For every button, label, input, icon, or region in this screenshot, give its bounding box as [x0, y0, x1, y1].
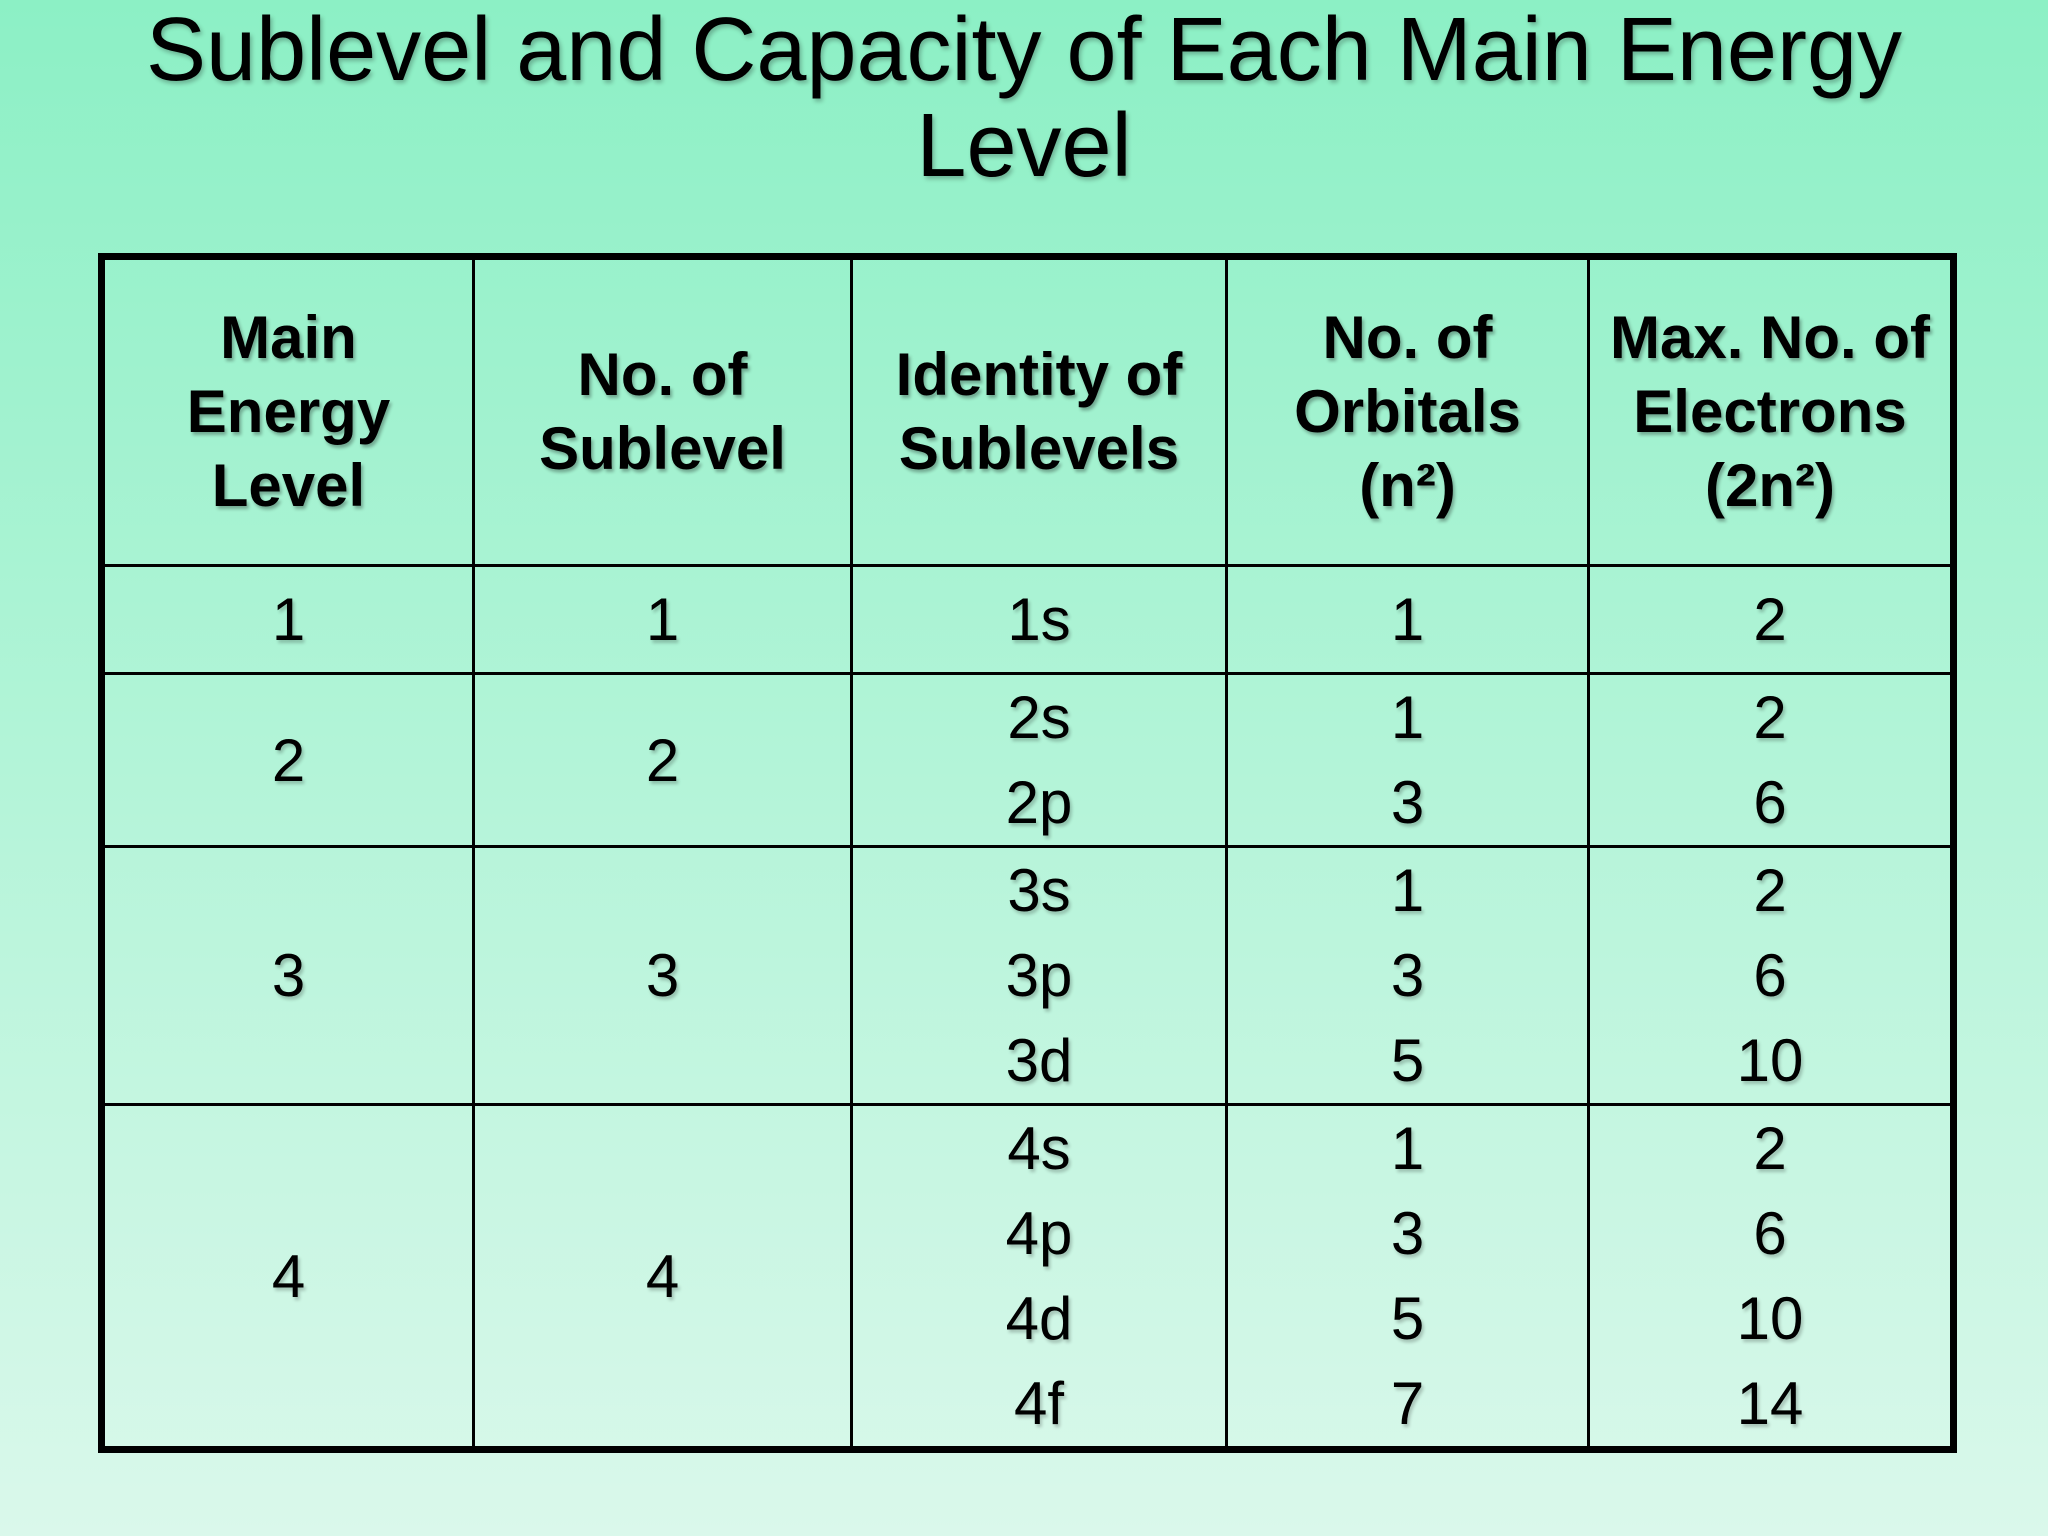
- header-identity-of-sublevels: Identity of Sublevels: [850, 255, 1228, 567]
- cell-r1-identity-of-sublevels: 1s: [850, 564, 1228, 675]
- cell-r2-identity-of-sublevels: 2s 2p: [850, 672, 1228, 848]
- table-row-level-3: 3 3 3s 3p 3d 1 3 5 2 6 10: [100, 845, 1955, 1106]
- energy-levels-table: Main Energy Level No. of Sublevel Identi…: [98, 253, 1957, 1453]
- cell-r2-no-of-sublevel: 2: [472, 672, 853, 848]
- cell-r1-max-no-of-electrons: 2: [1587, 564, 1955, 675]
- table-row-level-1: 1 1 1s 1 2: [100, 564, 1955, 675]
- cell-r2-no-of-orbitals: 1 3: [1225, 672, 1590, 848]
- cell-r3-main-energy-level: 3: [100, 845, 475, 1106]
- cell-r4-main-energy-level: 4: [100, 1103, 475, 1451]
- cell-r1-main-energy-level: 1: [100, 564, 475, 675]
- cell-r4-no-of-orbitals: 1 3 5 7: [1225, 1103, 1590, 1451]
- cell-r1-no-of-orbitals: 1: [1225, 564, 1590, 675]
- header-no-of-sublevel: No. of Sublevel: [472, 255, 853, 567]
- cell-r1-no-of-sublevel: 1: [472, 564, 853, 675]
- cell-r4-max-no-of-electrons: 2 6 10 14: [1587, 1103, 1955, 1451]
- header-max-no-of-electrons: Max. No. of Electrons (2n²): [1587, 255, 1955, 567]
- cell-r4-no-of-sublevel: 4: [472, 1103, 853, 1451]
- table-row-level-2: 2 2 2s 2p 1 3 2 6: [100, 672, 1955, 848]
- cell-r3-no-of-orbitals: 1 3 5: [1225, 845, 1590, 1106]
- table-row-level-4: 4 4 4s 4p 4d 4f 1 3 5 7 2 6 10 14: [100, 1103, 1955, 1451]
- header-no-of-orbitals: No. of Orbitals (n²): [1225, 255, 1590, 567]
- header-main-energy-level: Main Energy Level: [100, 255, 475, 567]
- slide-title: Sublevel and Capacity of Each Main Energ…: [145, 0, 1902, 197]
- cell-r2-main-energy-level: 2: [100, 672, 475, 848]
- table-header-row: Main Energy Level No. of Sublevel Identi…: [100, 255, 1955, 567]
- cell-r3-identity-of-sublevels: 3s 3p 3d: [850, 845, 1228, 1106]
- cell-r3-max-no-of-electrons: 2 6 10: [1587, 845, 1955, 1106]
- cell-r2-max-no-of-electrons: 2 6: [1587, 672, 1955, 848]
- cell-r3-no-of-sublevel: 3: [472, 845, 853, 1106]
- cell-r4-identity-of-sublevels: 4s 4p 4d 4f: [850, 1103, 1228, 1451]
